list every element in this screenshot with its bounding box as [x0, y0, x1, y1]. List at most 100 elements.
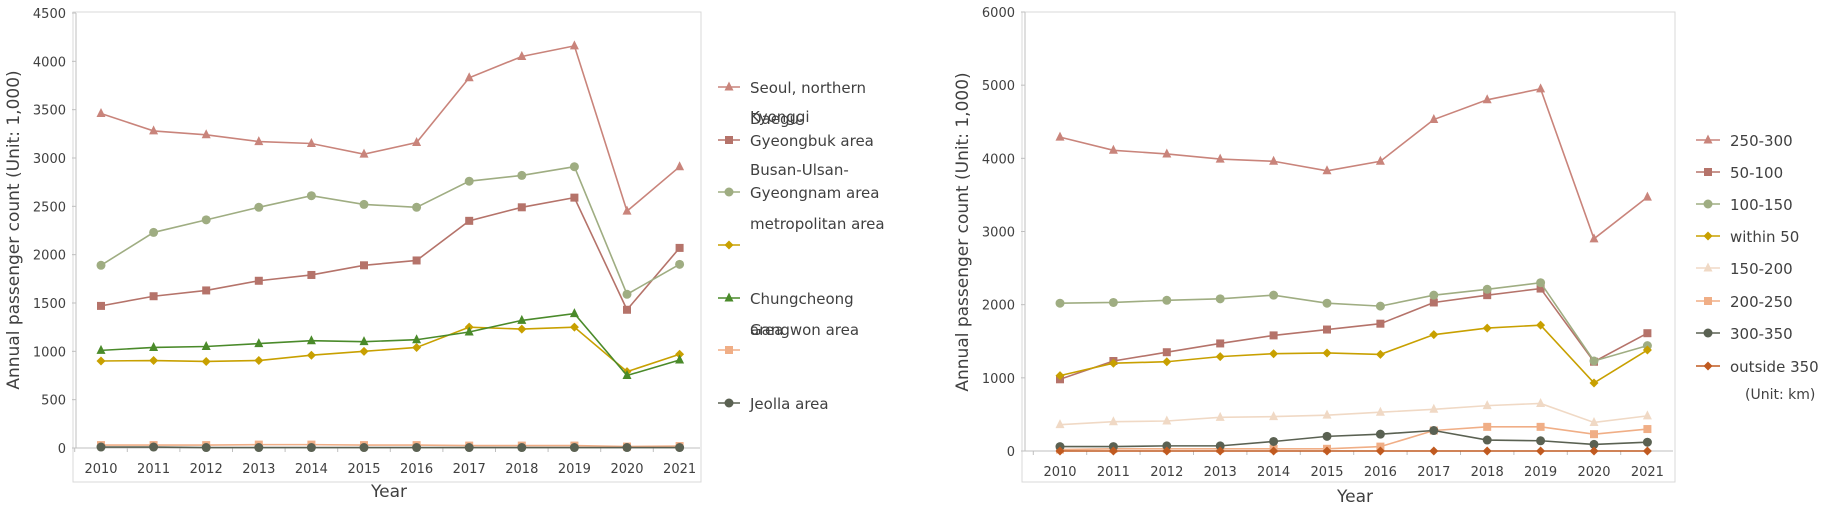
series-200-250: [1056, 422, 1652, 454]
legend-label: 300-350: [1730, 325, 1793, 343]
data-point: [1162, 441, 1172, 451]
data-point: [201, 356, 211, 366]
data-point: [1055, 419, 1065, 429]
data-point: [1589, 356, 1599, 366]
data-point: [254, 136, 264, 146]
legend-label: area: [750, 321, 783, 339]
data-point: [1482, 435, 1492, 445]
x-tick-label: 2019: [558, 462, 591, 477]
data-point: [675, 349, 685, 359]
series-100-150: [1055, 278, 1652, 366]
legend-label: Gyeongnam area: [750, 184, 879, 202]
series-busan-ulsan-gyeongnam-area: [96, 162, 685, 299]
data-point: [201, 341, 211, 350]
legend-swatch-marker: [1703, 199, 1713, 209]
data-point: [569, 443, 579, 453]
data-point: [622, 205, 632, 215]
legend-swatch-marker: [1704, 297, 1712, 305]
data-point: [1643, 425, 1652, 434]
data-point: [1055, 446, 1065, 456]
data-point: [1589, 378, 1599, 388]
data-point: [201, 443, 211, 453]
series-line: [100, 312, 680, 377]
data-point: [306, 443, 316, 453]
data-point: [306, 335, 316, 345]
data-point: [1642, 345, 1652, 355]
data-point: [675, 243, 684, 252]
data-point: [1162, 148, 1172, 158]
data-point: [254, 356, 264, 366]
x-tick-label: 2016: [400, 462, 433, 477]
data-point: [96, 356, 106, 366]
data-point: [1055, 371, 1065, 381]
series-outside-350: [1055, 446, 1652, 456]
legend-label: outside 350: [1730, 358, 1819, 376]
data-point: [1482, 446, 1492, 456]
y-tick-label: 1000: [33, 345, 66, 360]
legend: 250-300 50-100 100-150 within 50 150-200 200-…: [1696, 132, 1819, 376]
legend-label: 100-150: [1730, 196, 1793, 214]
data-point: [1322, 431, 1332, 441]
data-point: [412, 334, 422, 344]
x-tick-label: 2018: [1471, 465, 1504, 480]
data-point: [1429, 330, 1439, 340]
x-axis-title: Year: [1336, 487, 1373, 507]
legend-swatch-marker: [1703, 262, 1713, 272]
data-point: [622, 370, 632, 379]
legend-label: 200-250: [1730, 293, 1793, 311]
x-tick-label: 2017: [453, 462, 486, 477]
x-tick-label: 2010: [1043, 465, 1076, 480]
data-point: [149, 442, 159, 452]
data-point: [96, 344, 106, 354]
legend-swatch-marker: [1704, 168, 1712, 176]
x-tick-label: 2021: [1631, 465, 1664, 480]
data-point: [517, 443, 527, 453]
series-line: [100, 165, 680, 296]
data-point: [360, 261, 368, 270]
chart-1: 0 500 1000 1500 2000 2500 3000 3500 4000 4500 2010…: [4, 7, 885, 502]
legend-label: Daegu-: [750, 110, 804, 128]
x-tick-label: 2012: [190, 462, 223, 477]
data-point: [675, 259, 685, 269]
x-tick-label: 2012: [1150, 465, 1183, 480]
data-point: [412, 202, 422, 212]
data-point: [1376, 319, 1385, 328]
x-tick-label: 2015: [1310, 465, 1343, 480]
data-point: [1642, 446, 1652, 456]
legend-label: Kyonggi: [750, 108, 810, 126]
series-300-350: [1055, 426, 1652, 452]
data-point: [1055, 131, 1065, 141]
data-point: [1429, 114, 1439, 124]
data-point: [1162, 348, 1171, 357]
y-tick-label: 3500: [33, 104, 66, 119]
data-point: [1269, 290, 1279, 300]
legend-swatch-marker: [724, 187, 734, 197]
legend-label: within 50: [1730, 228, 1799, 246]
data-point: [1536, 83, 1546, 93]
data-point: [1589, 439, 1599, 449]
data-point: [1162, 295, 1172, 305]
legend-label: 50-100: [1730, 164, 1783, 182]
data-point: [517, 203, 526, 212]
data-point: [149, 341, 159, 351]
legend-item: outside 350: [1696, 358, 1819, 376]
legend-item: Busan-Ulsan- Gyeongnam area: [718, 161, 879, 202]
data-point: [96, 442, 106, 452]
legend-label: Gyeongbuk area: [750, 132, 874, 150]
data-point: [1216, 339, 1225, 348]
data-point: [1642, 191, 1652, 201]
data-point: [1322, 165, 1332, 175]
legend-item: 150-200: [1696, 260, 1793, 278]
legend-label: Seoul, northern: [750, 79, 866, 97]
y-tick-label: 2500: [33, 200, 66, 215]
data-point: [1482, 94, 1492, 104]
series-line: [100, 196, 681, 312]
data-point: [1375, 155, 1385, 165]
series-250-300: [1055, 83, 1652, 243]
data-point: [306, 350, 316, 360]
data-point: [1269, 349, 1279, 359]
data-point: [306, 138, 316, 147]
data-point: [1536, 284, 1545, 293]
data-point: [1483, 422, 1492, 431]
